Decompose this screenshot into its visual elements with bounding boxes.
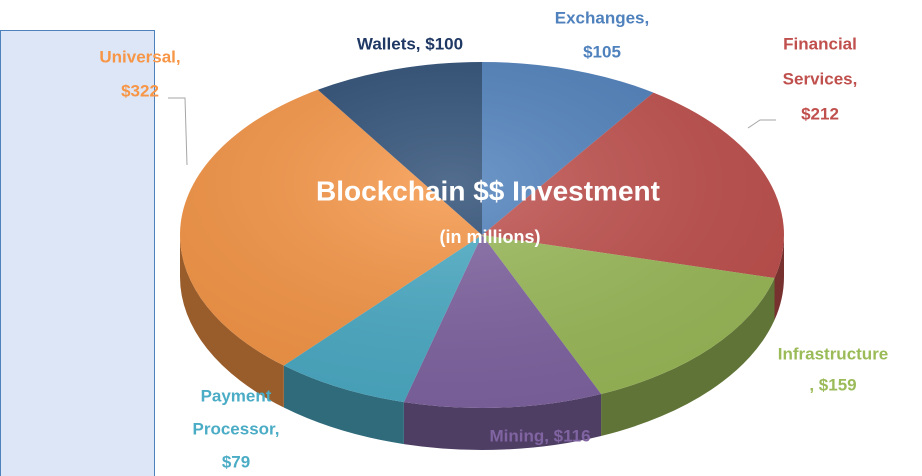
data-label: Infrastructure (778, 344, 889, 363)
slice-side (601, 278, 775, 436)
data-label: Universal, (99, 47, 180, 66)
data-label: Exchanges, (555, 8, 650, 27)
data-label: Wallets, $100 (357, 34, 463, 53)
pie-shine (180, 62, 784, 408)
data-label: $212 (801, 104, 839, 123)
data-label: Payment (201, 386, 272, 405)
data-label: $322 (121, 81, 159, 100)
data-label: Services, (783, 69, 858, 88)
leader-line (168, 97, 188, 166)
chart-subtitle: (in millions) (440, 227, 541, 247)
side-panel (0, 30, 155, 476)
data-label: Financial (783, 34, 857, 53)
slice-side (179, 235, 284, 408)
slice-side (774, 235, 784, 321)
data-label: Processor, (193, 419, 280, 438)
data-label: $79 (222, 452, 250, 471)
slice-side (403, 393, 602, 450)
data-label: , $159 (809, 375, 856, 394)
leader-line (747, 119, 776, 129)
data-label: $105 (583, 42, 621, 61)
slice-side (283, 365, 404, 445)
data-label: Mining, $116 (489, 426, 590, 445)
chart-title: Blockchain $$ Investment (316, 175, 660, 206)
